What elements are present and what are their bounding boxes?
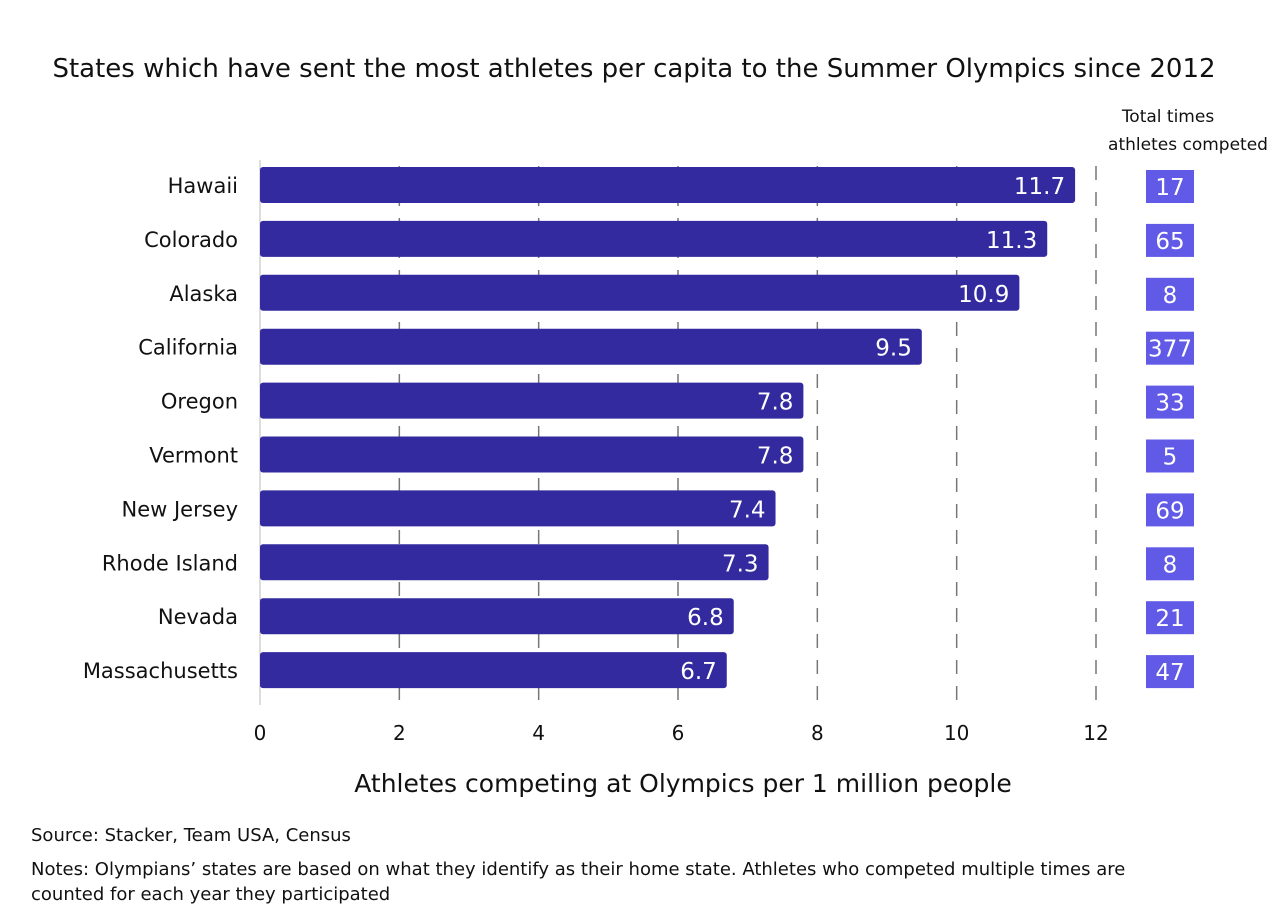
count-label: 21 bbox=[1155, 606, 1184, 632]
bar-value-label: 6.7 bbox=[680, 659, 717, 685]
x-tick-label: 6 bbox=[672, 721, 685, 745]
bar-value-label: 9.5 bbox=[875, 336, 912, 362]
bar-value-label: 7.4 bbox=[729, 497, 766, 523]
count-box bbox=[1146, 655, 1194, 689]
count-label: 8 bbox=[1163, 283, 1178, 309]
count-box bbox=[1146, 170, 1194, 203]
bar-value-label: 11.3 bbox=[986, 228, 1037, 254]
bar-california bbox=[260, 328, 922, 365]
x-tick-label: 2 bbox=[393, 721, 406, 745]
count-label: 377 bbox=[1148, 337, 1192, 363]
count-box bbox=[1146, 331, 1194, 365]
bar-value-label: 7.8 bbox=[757, 390, 794, 416]
count-box bbox=[1146, 493, 1194, 527]
category-label: Alaska bbox=[169, 282, 238, 306]
count-label: 69 bbox=[1155, 498, 1184, 524]
x-axis-ticks: 0 2 4 6 8 10 12 bbox=[254, 721, 1109, 745]
bar-colorado bbox=[260, 220, 1048, 257]
bar-value-label: 7.3 bbox=[722, 551, 759, 577]
notes-line1: Notes: Olympians’ states are based on wh… bbox=[31, 859, 1125, 880]
bar-value-label: 6.8 bbox=[687, 605, 724, 631]
bar-vermont bbox=[260, 436, 804, 473]
category-label: Nevada bbox=[158, 605, 238, 629]
count-box bbox=[1146, 223, 1194, 257]
count-box bbox=[1146, 547, 1194, 581]
category-label: Massachusetts bbox=[83, 659, 238, 683]
count-box bbox=[1146, 277, 1194, 311]
count-label: 8 bbox=[1163, 552, 1178, 578]
bar-hawaii bbox=[260, 167, 1076, 203]
bar-oregon bbox=[260, 382, 804, 419]
x-tick-label: 8 bbox=[811, 721, 824, 745]
category-label: Rhode Island bbox=[102, 551, 238, 575]
bar-rhode-island bbox=[260, 544, 769, 581]
count-box bbox=[1146, 601, 1194, 635]
count-box bbox=[1146, 439, 1194, 473]
count-box bbox=[1146, 385, 1194, 419]
category-label: New Jersey bbox=[121, 497, 238, 521]
category-label: Colorado bbox=[144, 228, 238, 252]
bar-alaska bbox=[260, 274, 1020, 311]
category-label: Oregon bbox=[161, 390, 238, 414]
source-note: Source: Stacker, Team USA, Census bbox=[31, 825, 351, 846]
count-label: 17 bbox=[1155, 175, 1184, 201]
x-tick-label: 12 bbox=[1083, 721, 1108, 745]
chart-title: States which have sent the most athletes… bbox=[52, 54, 1215, 84]
bar-nevada bbox=[260, 598, 734, 635]
bar-value-label: 11.7 bbox=[1014, 174, 1065, 200]
bar-new-jersey bbox=[260, 490, 776, 527]
bars: Hawaii 11.7 17 Colorado 11.3 65 Alaska 10.9 8 Cal… bbox=[83, 167, 1194, 689]
count-label: 47 bbox=[1155, 660, 1184, 686]
side-column-header-line2: athletes competed bbox=[1108, 135, 1268, 155]
category-label: Hawaii bbox=[168, 174, 238, 198]
x-tick-label: 10 bbox=[944, 721, 969, 745]
count-label: 5 bbox=[1163, 445, 1178, 471]
count-label: 65 bbox=[1155, 229, 1184, 255]
x-tick-label: 0 bbox=[254, 721, 267, 745]
x-tick-label: 4 bbox=[532, 721, 545, 745]
x-axis-label: Athletes competing at Olympics per 1 mil… bbox=[354, 769, 1012, 798]
category-label: Vermont bbox=[149, 444, 238, 468]
bar-value-label: 7.8 bbox=[757, 444, 794, 470]
count-label: 33 bbox=[1155, 391, 1184, 417]
side-column-header-line1: Total times bbox=[1121, 107, 1215, 127]
bar-massachusetts bbox=[260, 652, 727, 689]
bar-value-label: 10.9 bbox=[958, 282, 1009, 308]
category-label: California bbox=[138, 336, 238, 360]
notes-line2: counted for each year they participated bbox=[31, 884, 390, 905]
